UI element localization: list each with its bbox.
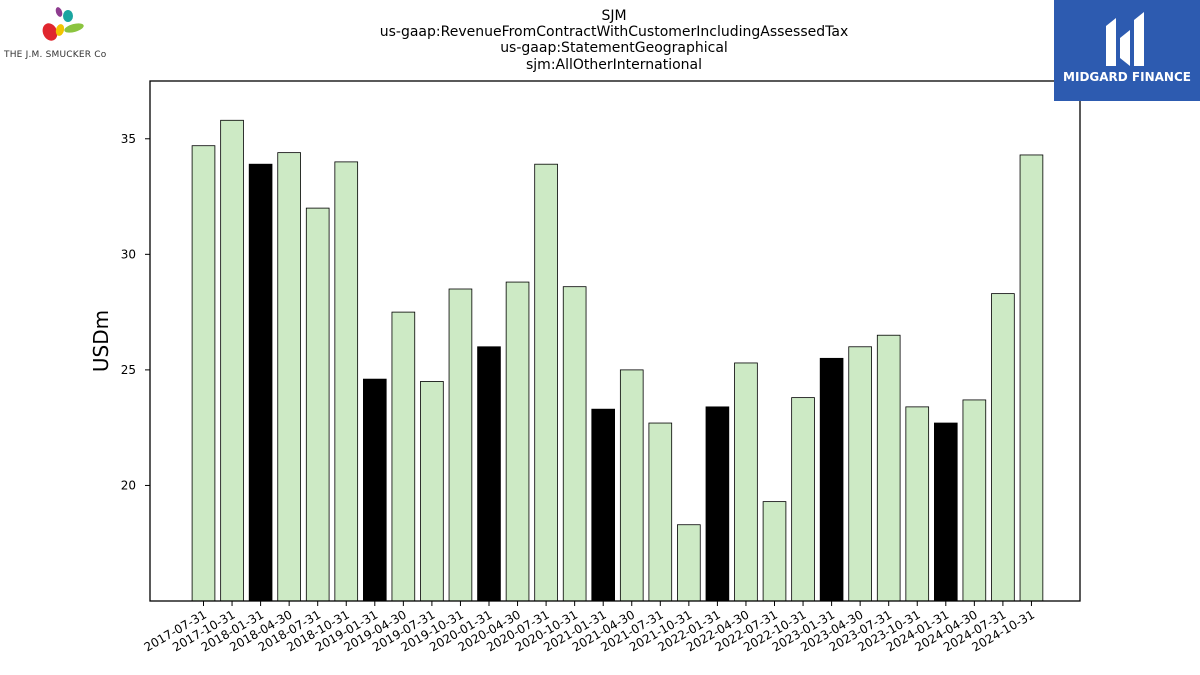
bar-2021-07-31	[648, 422, 673, 602]
smucker-logo: THE J.M. SMUCKER Co	[4, 4, 122, 64]
bar-2020-01-31	[477, 346, 501, 602]
bar-2018-01-31	[248, 163, 273, 602]
bar-2021-04-30	[619, 369, 644, 602]
chart-title: SJM us-gaap:RevenueFromContractWithCusto…	[380, 8, 849, 73]
bar-2024-01-31	[934, 422, 958, 602]
smucker-logo-text: THE J.M. SMUCKER Co	[4, 50, 107, 60]
bar-2019-07-31	[420, 381, 444, 602]
bar-2019-10-31	[448, 288, 473, 602]
chart-title-line-3: us-gaap:StatementGeographical	[500, 40, 728, 56]
bar-2023-04-30	[848, 346, 872, 602]
y-tick-label: 30	[121, 247, 136, 261]
plot-frame	[149, 80, 1081, 602]
x-axis: 2017-07-312017-10-312018-01-312018-04-30…	[142, 601, 1037, 654]
bar-2020-04-30	[505, 281, 530, 602]
bar-2020-10-31	[562, 286, 587, 602]
bar-2024-04-30	[962, 399, 987, 602]
bar-2018-07-31	[305, 207, 330, 602]
y-axis-label: USDm	[89, 310, 113, 372]
bar-2023-07-31	[876, 334, 901, 602]
bar-2019-01-31	[362, 378, 387, 602]
midgard-emblem-icon	[1106, 12, 1144, 66]
bar-2022-01-31	[705, 406, 730, 602]
bar-2021-10-31	[677, 524, 701, 602]
bar-2017-07-31	[191, 145, 216, 602]
fruit-icon	[42, 7, 84, 41]
y-axis: 20 25 30 35	[121, 132, 150, 492]
bar-2021-01-31	[591, 408, 615, 602]
y-tick-label: 25	[121, 363, 136, 377]
y-tick-label: 20	[121, 478, 136, 492]
bar-2022-04-30	[734, 362, 758, 602]
bar-2018-04-30	[277, 152, 301, 602]
y-tick-label: 35	[121, 132, 136, 146]
bar-2022-07-31	[762, 501, 787, 602]
chart-title-line-1: SJM	[601, 8, 626, 24]
midgard-finance-name: MIDGARD FINANCE	[1063, 70, 1191, 84]
bar-2023-10-31	[905, 406, 930, 602]
bar-2024-07-31	[991, 293, 1015, 602]
bar-2024-10-31	[1019, 154, 1044, 602]
bar-2017-10-31	[220, 119, 244, 602]
bar-series	[191, 119, 1044, 602]
chart-title-line-4: sjm:AllOtherInternational	[526, 57, 702, 73]
bar-2023-01-31	[819, 357, 844, 602]
midgard-finance-logo: MIDGARD FINANCE	[1054, 0, 1200, 101]
chart-title-line-2: us-gaap:RevenueFromContractWithCustomerI…	[380, 24, 849, 40]
bar-2019-04-30	[391, 311, 416, 602]
bar-2018-10-31	[334, 161, 359, 602]
bar-2022-10-31	[791, 397, 815, 602]
bar-2020-07-31	[534, 163, 558, 602]
